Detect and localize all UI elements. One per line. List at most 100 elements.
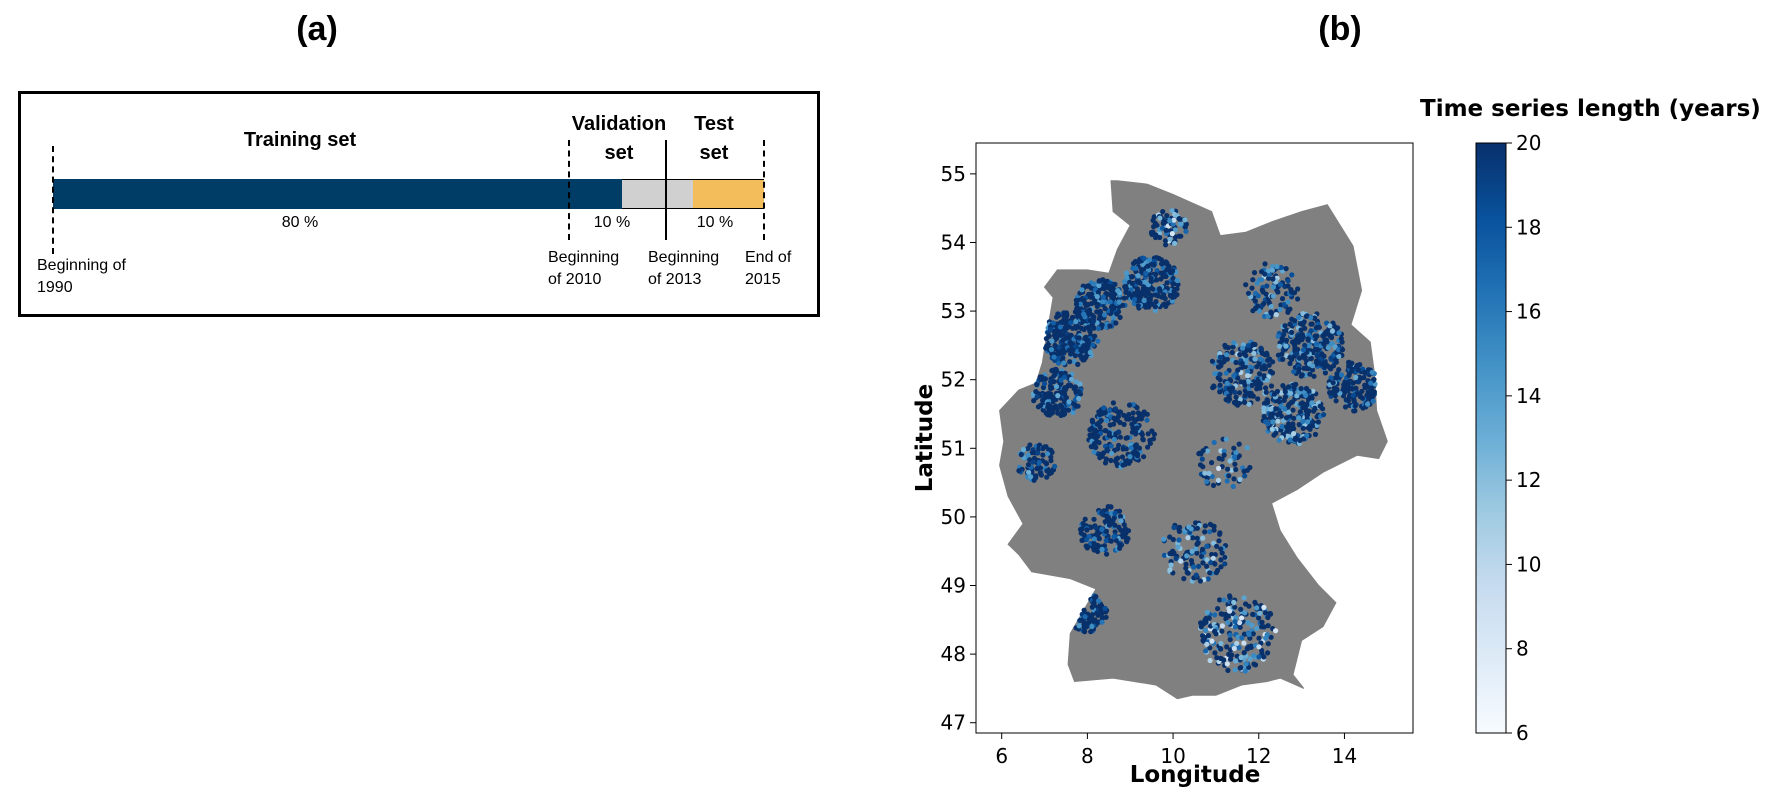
well-point: [1134, 425, 1140, 431]
well-point: [1091, 314, 1097, 320]
well-point: [1291, 415, 1297, 421]
well-point: [1200, 535, 1206, 541]
well-point: [1099, 299, 1106, 305]
well-point: [1212, 561, 1218, 567]
well-point: [1224, 644, 1230, 650]
well-point: [1099, 526, 1105, 533]
well-point: [1018, 452, 1024, 458]
well-point: [1128, 445, 1134, 451]
well-point: [1264, 350, 1270, 356]
well-point: [1087, 349, 1093, 356]
well-point: [1245, 368, 1251, 374]
test-set-title: Test set: [674, 110, 754, 168]
well-point: [1264, 283, 1270, 289]
well-point: [1215, 477, 1221, 483]
well-point: [1359, 395, 1365, 401]
validation-set-title: Validation set: [559, 110, 679, 168]
well-point: [1308, 328, 1314, 334]
well-point: [1190, 535, 1196, 541]
well-point: [1231, 445, 1237, 451]
well-point: [1278, 403, 1284, 409]
well-point: [1142, 287, 1148, 293]
well-point: [1370, 393, 1376, 399]
well-point: [1335, 347, 1342, 353]
well-point: [1282, 389, 1288, 395]
well-point: [1123, 285, 1129, 292]
boundary-1990-line1: Beginning of: [37, 257, 126, 274]
well-point: [1231, 373, 1237, 379]
well-point: [1258, 381, 1264, 387]
well-point: [1302, 342, 1308, 348]
well-point: [1203, 615, 1209, 622]
boundary-line-1990: [52, 146, 54, 254]
well-point: [1225, 620, 1231, 626]
well-point: [1268, 383, 1275, 389]
well-point: [1091, 536, 1097, 542]
well-point: [1220, 611, 1226, 617]
well-point: [1153, 292, 1159, 298]
well-point: [1261, 604, 1267, 611]
well-point: [1157, 215, 1163, 221]
well-point: [1028, 474, 1034, 480]
well-point: [1139, 267, 1145, 273]
well-point: [1207, 529, 1213, 535]
well-point: [1247, 364, 1254, 370]
well-point: [1106, 522, 1113, 528]
well-point: [1333, 359, 1339, 365]
well-point: [1221, 452, 1227, 458]
well-point: [1118, 527, 1124, 533]
well-point: [1270, 419, 1276, 425]
well-point: [1103, 614, 1109, 620]
well-point: [1268, 406, 1274, 412]
well-point: [1096, 282, 1102, 289]
well-point: [1048, 447, 1054, 453]
well-point: [1130, 410, 1136, 416]
well-point: [1091, 516, 1097, 522]
well-point: [1241, 379, 1247, 385]
well-point: [1141, 255, 1147, 262]
well-point: [1153, 271, 1159, 277]
well-point: [1091, 449, 1097, 455]
well-point: [1287, 354, 1293, 360]
well-point: [1232, 461, 1238, 467]
well-point: [1270, 293, 1276, 299]
well-point: [1153, 299, 1159, 305]
well-point: [1330, 380, 1336, 386]
well-point: [1217, 597, 1223, 603]
well-point: [1324, 339, 1330, 345]
well-point: [1111, 436, 1117, 443]
well-point: [1282, 323, 1288, 329]
well-point: [1102, 605, 1108, 612]
boundary-2013-line1: Beginning: [648, 249, 720, 266]
well-point: [1108, 457, 1114, 464]
well-point: [1198, 624, 1204, 630]
well-point: [1108, 443, 1114, 449]
y-tick-label: 54: [941, 230, 966, 254]
well-point: [1207, 570, 1213, 576]
validation-title-line2: set: [604, 142, 634, 164]
well-point: [1211, 527, 1217, 533]
well-point: [1056, 313, 1062, 319]
well-point: [1243, 360, 1249, 366]
well-point: [1259, 277, 1265, 283]
well-point: [1204, 448, 1210, 454]
well-point: [1291, 384, 1297, 390]
well-point: [1061, 360, 1067, 366]
well-point: [1034, 466, 1040, 472]
well-point: [1132, 419, 1138, 425]
well-point: [1082, 516, 1088, 522]
well-point: [1086, 291, 1092, 297]
well-point: [1217, 371, 1223, 377]
well-point: [1016, 468, 1022, 474]
well-point: [1193, 520, 1199, 526]
well-point: [1049, 338, 1055, 344]
well-point: [1099, 546, 1105, 553]
well-point: [1144, 411, 1150, 417]
well-point: [1218, 557, 1224, 563]
well-point: [1052, 342, 1058, 349]
well-point: [1266, 362, 1272, 368]
well-point: [1073, 388, 1079, 394]
well-point: [1112, 510, 1118, 517]
well-point: [1083, 302, 1089, 308]
well-point: [1263, 635, 1269, 641]
